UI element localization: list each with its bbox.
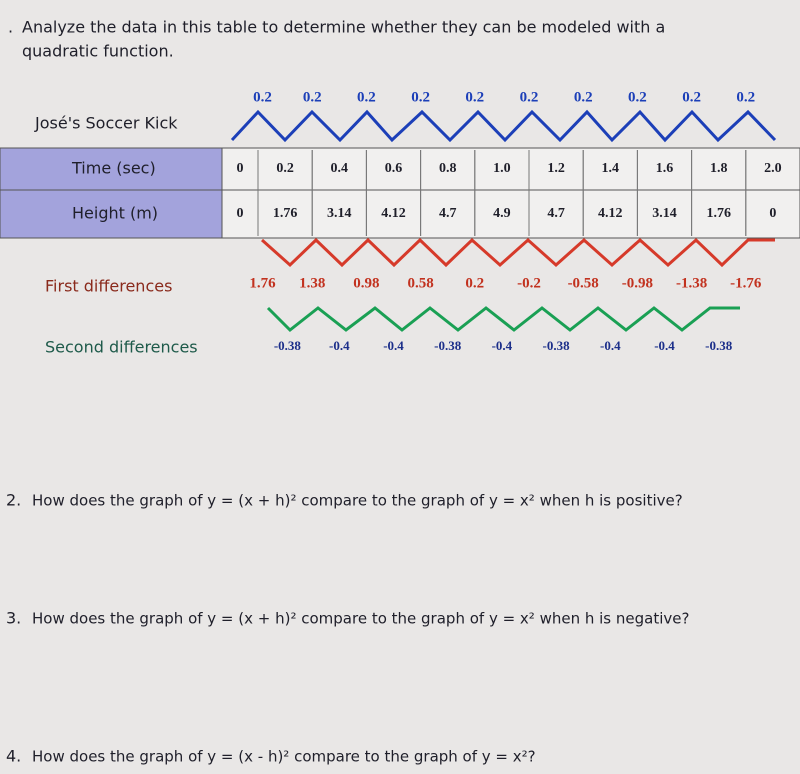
q1-line: quadratic function. xyxy=(22,42,174,61)
cell: 1.76 xyxy=(273,206,298,221)
second-difference: -0.38 xyxy=(274,338,302,353)
label-column xyxy=(0,147,223,239)
cell: 1.8 xyxy=(710,161,728,176)
first-difference: -0.98 xyxy=(622,275,653,291)
question-number: 4. xyxy=(6,747,21,766)
first-difference: 0.58 xyxy=(407,275,433,291)
cell: 4.7 xyxy=(439,206,457,221)
red-zigzag xyxy=(261,237,775,268)
cell: 0 xyxy=(237,206,244,221)
first-difference: -0.2 xyxy=(517,275,541,291)
table-title: José's Soccer Kick xyxy=(34,114,178,133)
blue-zigzag xyxy=(230,109,777,143)
cell: 0.4 xyxy=(331,161,349,176)
second-difference: -0.4 xyxy=(383,338,404,353)
second-difference: -0.4 xyxy=(654,338,675,353)
second-difference: -0.38 xyxy=(705,338,733,353)
cell: 3.14 xyxy=(652,206,677,221)
cell: 4.9 xyxy=(493,206,511,221)
cell: 1.4 xyxy=(602,161,620,176)
time-difference: 0.2 xyxy=(682,89,701,105)
cell: 1.6 xyxy=(656,161,674,176)
time-difference: 0.2 xyxy=(357,89,376,105)
second-difference: -0.38 xyxy=(543,338,571,353)
cell: 1.0 xyxy=(493,161,511,176)
question-number: 2. xyxy=(6,491,21,510)
cell: 0 xyxy=(237,161,244,176)
first-difference: 0.2 xyxy=(465,275,484,291)
data-area xyxy=(221,147,800,239)
second-differences-label: Second differences xyxy=(45,338,198,357)
time-difference: 0.2 xyxy=(465,89,484,105)
cell: 0 xyxy=(769,206,776,221)
cell: 1.2 xyxy=(547,161,565,176)
row-label: Height (m) xyxy=(72,204,158,223)
first-difference: -1.76 xyxy=(730,275,762,291)
first-difference: 1.76 xyxy=(249,275,276,291)
time-difference: 0.2 xyxy=(574,89,593,105)
time-difference: 0.2 xyxy=(411,89,430,105)
q1-line: Analyze the data in this table to determ… xyxy=(22,18,665,37)
question-text: How does the graph of y = (x + h)² compa… xyxy=(32,610,689,628)
time-difference: 0.2 xyxy=(253,89,272,105)
cell: 0.8 xyxy=(439,161,457,176)
second-difference: -0.4 xyxy=(600,338,621,353)
question-text: How does the graph of y = (x - h)² compa… xyxy=(32,748,536,766)
cell: 4.12 xyxy=(381,206,406,221)
cell: 4.12 xyxy=(598,206,623,221)
first-difference: -0.58 xyxy=(568,275,599,291)
q1-number: . xyxy=(8,18,13,37)
first-difference: 0.98 xyxy=(353,275,379,291)
time-difference: 0.2 xyxy=(520,89,539,105)
cell: 3.14 xyxy=(327,206,352,221)
question-number: 3. xyxy=(6,609,21,628)
first-differences-label: First differences xyxy=(45,277,172,296)
time-difference: 0.2 xyxy=(303,89,322,105)
first-difference: -1.38 xyxy=(676,275,707,291)
time-difference: 0.2 xyxy=(736,89,755,105)
cell: 0.2 xyxy=(276,161,294,176)
second-difference: -0.38 xyxy=(434,338,462,353)
row-label: Time (sec) xyxy=(71,159,156,178)
cell: 1.76 xyxy=(706,206,731,221)
first-difference: 1.38 xyxy=(299,275,325,291)
time-difference: 0.2 xyxy=(628,89,647,105)
green-zigzag xyxy=(266,306,740,333)
second-difference: -0.4 xyxy=(329,338,350,353)
cell: 4.7 xyxy=(547,206,565,221)
cell: 2.0 xyxy=(764,161,782,176)
second-difference: -0.4 xyxy=(492,338,513,353)
cell: 0.6 xyxy=(385,161,403,176)
question-text: How does the graph of y = (x + h)² compa… xyxy=(32,492,683,510)
